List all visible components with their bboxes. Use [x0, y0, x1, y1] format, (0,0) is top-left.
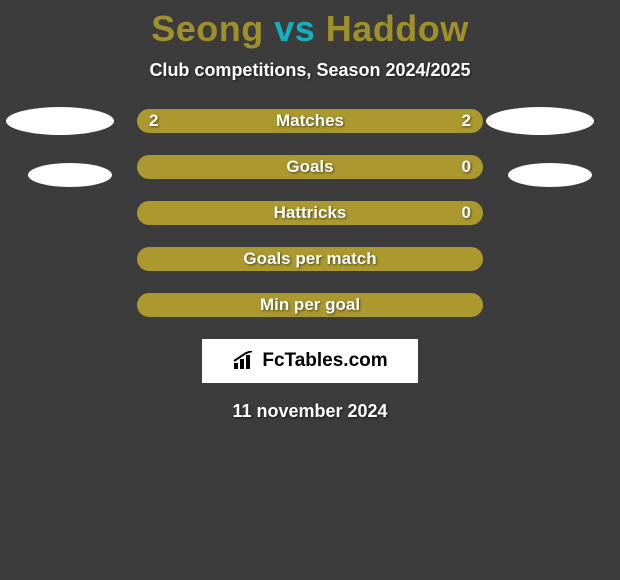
right-avatar-ellipse [508, 163, 592, 187]
player-right-name: Haddow [326, 8, 469, 49]
stat-bars: Matches22 Goals0 Hattricks0 Goals per match… [137, 109, 483, 317]
stat-row: Min per goal [137, 293, 483, 317]
stat-row: Matches22 [137, 109, 483, 133]
stat-row: Goals per match [137, 247, 483, 271]
page-title: Seong vs Haddow [0, 0, 620, 50]
date-text: 11 november 2024 [0, 401, 620, 422]
right-avatar-ellipse [486, 107, 594, 135]
comparison-stage: Matches22 Goals0 Hattricks0 Goals per match… [0, 109, 620, 317]
stat-row: Goals0 [137, 155, 483, 179]
stat-bar-right [310, 109, 483, 133]
stat-bar-left [137, 201, 483, 225]
stat-bar-left [137, 247, 483, 271]
stat-row: Hattricks0 [137, 201, 483, 225]
left-avatar-ellipse [6, 107, 114, 135]
stat-bar-left [137, 155, 483, 179]
vs-separator: vs [274, 8, 315, 49]
stat-bar-left [137, 109, 310, 133]
stat-bar-left [137, 293, 483, 317]
brand-chart-icon [232, 351, 258, 371]
subtitle: Club competitions, Season 2024/2025 [0, 60, 620, 81]
brand-text: FcTables.com [262, 350, 387, 372]
player-left-name: Seong [151, 8, 264, 49]
brand-box: FcTables.com [202, 339, 418, 383]
left-avatar-ellipse [28, 163, 112, 187]
